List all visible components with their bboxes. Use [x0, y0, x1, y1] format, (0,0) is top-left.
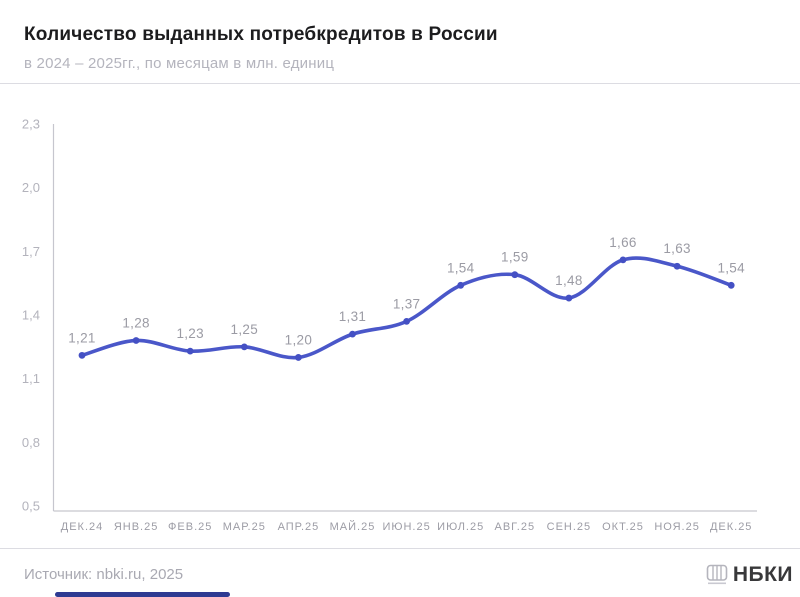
page-subtitle: в 2024 – 2025гг., по месяцам в млн. един… [24, 55, 335, 72]
data-point-label: 1,31 [339, 309, 366, 324]
x-tick-label: ДЕК.25 [710, 521, 753, 533]
data-point-label: 1,25 [231, 322, 258, 337]
progress-bar[interactable] [55, 592, 230, 597]
x-tick-label: МАР.25 [223, 521, 266, 533]
y-tick-label: 1,7 [22, 244, 40, 259]
data-point-label: 1,37 [393, 296, 420, 311]
x-tick-label: МАЙ.25 [330, 520, 376, 533]
x-tick-label: СЕН.25 [547, 521, 592, 533]
data-point-marker [186, 347, 194, 355]
data-point-label: 1,59 [501, 250, 528, 265]
x-tick-label: ДЕК.24 [61, 521, 104, 533]
data-point-marker [565, 294, 573, 302]
data-point-marker [349, 330, 356, 338]
x-tick-label: ФЕВ.25 [168, 521, 212, 533]
x-tick-label: ИЮЛ.25 [437, 521, 484, 533]
chart-header: Количество выданных потребкредитов в Рос… [24, 24, 776, 72]
x-tick-label: ОКТ.25 [602, 521, 644, 533]
data-point-marker [132, 337, 140, 344]
data-point-marker [673, 262, 681, 270]
data-point-marker [457, 281, 465, 289]
y-tick-label: 0,8 [22, 435, 40, 450]
nbki-logo-icon [706, 564, 728, 585]
nbki-logo: НБКИ [706, 563, 793, 587]
data-point-marker [619, 256, 627, 264]
y-tick-label: 2,3 [22, 117, 40, 132]
y-tick-label: 0,5 [22, 499, 40, 514]
source-text: Источник: nbki.ru, 2025 [24, 566, 184, 583]
data-point-label: 1,20 [285, 332, 312, 347]
y-tick-label: 2,0 [22, 180, 40, 195]
y-tick-label: 1,1 [22, 371, 40, 386]
line-chart: 0,5 0,8 1,1 1,4 1,7 2,0 2,3 ДЕК.24 ЯНВ.25 ФЕВ.25 М… [22, 117, 757, 533]
data-point-marker [295, 354, 302, 361]
y-tick-label: 1,4 [22, 308, 40, 323]
data-point-marker [403, 317, 410, 325]
data-point-label: 1,66 [609, 235, 636, 250]
data-point-label: 1,63 [663, 241, 690, 256]
nbki-logo-text: НБКИ [732, 563, 793, 586]
x-tick-label: ИЮН.25 [382, 521, 430, 533]
data-point-marker [78, 351, 86, 359]
data-point-label: 1,54 [717, 260, 745, 275]
x-tick-label: АВГ.25 [495, 521, 536, 533]
data-point-label: 1,54 [447, 260, 475, 275]
x-tick-label: АПР.25 [278, 521, 320, 533]
x-tick-label: НОЯ.25 [654, 521, 700, 533]
data-point-label: 1,21 [68, 330, 95, 345]
data-point-label: 1,48 [555, 273, 582, 288]
data-point-marker [240, 343, 248, 351]
data-point-label: 1,23 [176, 326, 203, 341]
data-point-label: 1,28 [122, 315, 149, 330]
data-point-marker [511, 271, 519, 279]
header-divider [0, 83, 800, 84]
page-title: Количество выданных потребкредитов в Рос… [24, 24, 498, 45]
x-tick-label: ЯНВ.25 [114, 521, 159, 533]
footer-divider [0, 548, 800, 549]
data-point-marker [727, 281, 735, 289]
